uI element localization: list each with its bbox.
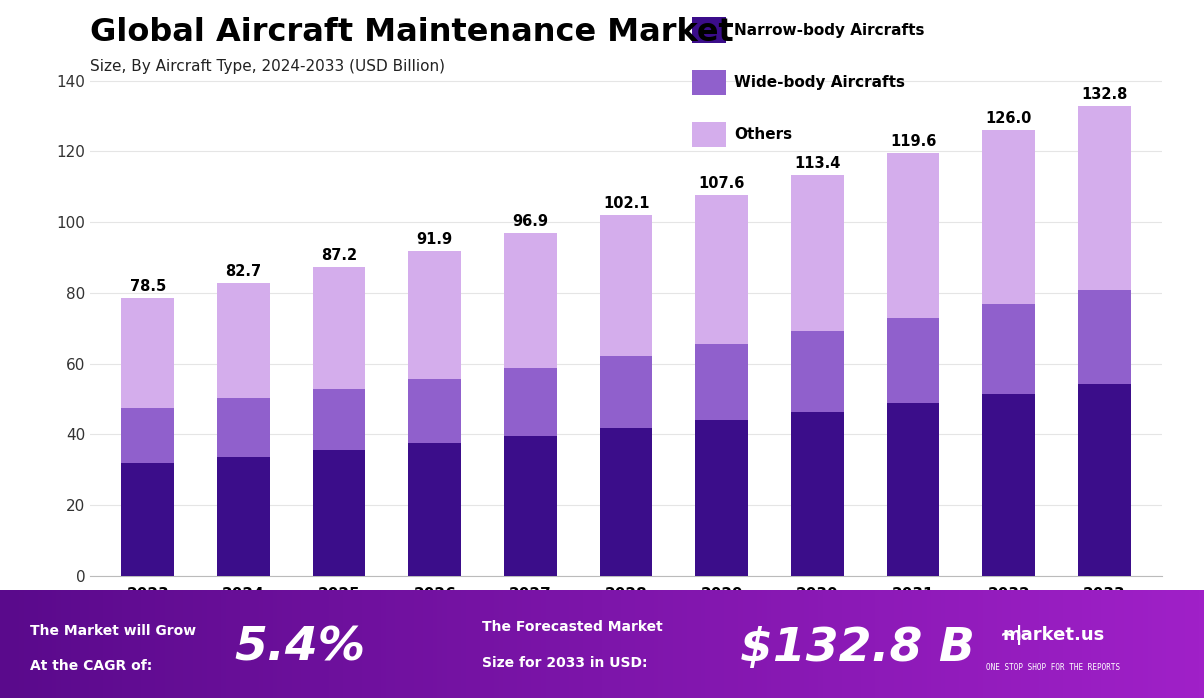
Bar bbox=[791, 332, 844, 412]
Text: 91.9: 91.9 bbox=[417, 232, 453, 246]
Bar bbox=[408, 378, 461, 443]
Bar bbox=[887, 403, 939, 576]
Bar bbox=[887, 318, 939, 403]
Text: 96.9: 96.9 bbox=[513, 214, 548, 229]
Bar bbox=[696, 420, 748, 576]
Bar bbox=[504, 436, 556, 576]
Text: Size, By Aircraft Type, 2024-2033 (USD Billion): Size, By Aircraft Type, 2024-2033 (USD B… bbox=[90, 59, 445, 74]
Bar bbox=[791, 174, 844, 332]
Bar bbox=[1078, 290, 1131, 384]
Bar bbox=[887, 153, 939, 318]
Bar bbox=[504, 368, 556, 436]
Bar bbox=[982, 394, 1035, 576]
Bar bbox=[408, 251, 461, 378]
Bar bbox=[313, 267, 365, 389]
Bar bbox=[122, 298, 175, 408]
Bar bbox=[696, 344, 748, 420]
Text: Global Aircraft Maintenance Market: Global Aircraft Maintenance Market bbox=[90, 17, 734, 48]
Text: 87.2: 87.2 bbox=[321, 248, 358, 263]
Bar bbox=[313, 389, 365, 450]
Text: 5.4%: 5.4% bbox=[235, 625, 366, 671]
Text: Others: Others bbox=[734, 127, 792, 142]
Text: $132.8 B: $132.8 B bbox=[740, 625, 975, 671]
Text: 107.6: 107.6 bbox=[698, 176, 745, 191]
Bar bbox=[696, 195, 748, 344]
Text: Narrow-body Aircrafts: Narrow-body Aircrafts bbox=[734, 22, 925, 38]
Text: market.us: market.us bbox=[1003, 626, 1104, 644]
Text: 82.7: 82.7 bbox=[225, 264, 261, 279]
Bar bbox=[217, 456, 270, 576]
Bar bbox=[313, 450, 365, 576]
Text: Wide-body Aircrafts: Wide-body Aircrafts bbox=[734, 75, 905, 90]
Bar bbox=[1078, 384, 1131, 576]
Text: ONE STOP SHOP FOR THE REPORTS: ONE STOP SHOP FOR THE REPORTS bbox=[986, 663, 1121, 672]
Bar bbox=[504, 233, 556, 368]
Bar bbox=[122, 463, 175, 576]
Bar bbox=[122, 408, 175, 463]
Text: 119.6: 119.6 bbox=[890, 133, 937, 149]
Text: 113.4: 113.4 bbox=[795, 156, 840, 170]
Bar bbox=[408, 443, 461, 576]
Text: 78.5: 78.5 bbox=[130, 279, 166, 294]
Text: 102.1: 102.1 bbox=[603, 195, 649, 211]
Text: 132.8: 132.8 bbox=[1081, 87, 1128, 102]
Bar bbox=[600, 429, 653, 576]
Bar bbox=[600, 215, 653, 356]
Text: The Market will Grow: The Market will Grow bbox=[30, 624, 196, 638]
Bar bbox=[982, 131, 1035, 304]
Bar bbox=[217, 283, 270, 399]
Text: ~|: ~| bbox=[999, 625, 1023, 645]
Text: The Forecasted Market: The Forecasted Market bbox=[482, 620, 662, 634]
Text: 126.0: 126.0 bbox=[986, 111, 1032, 126]
Text: Size for 2033 in USD:: Size for 2033 in USD: bbox=[482, 656, 647, 670]
Bar bbox=[982, 304, 1035, 394]
Text: At the CAGR of:: At the CAGR of: bbox=[30, 658, 153, 673]
Bar bbox=[600, 356, 653, 429]
Bar bbox=[1078, 106, 1131, 290]
Bar bbox=[217, 399, 270, 456]
Bar bbox=[791, 412, 844, 576]
